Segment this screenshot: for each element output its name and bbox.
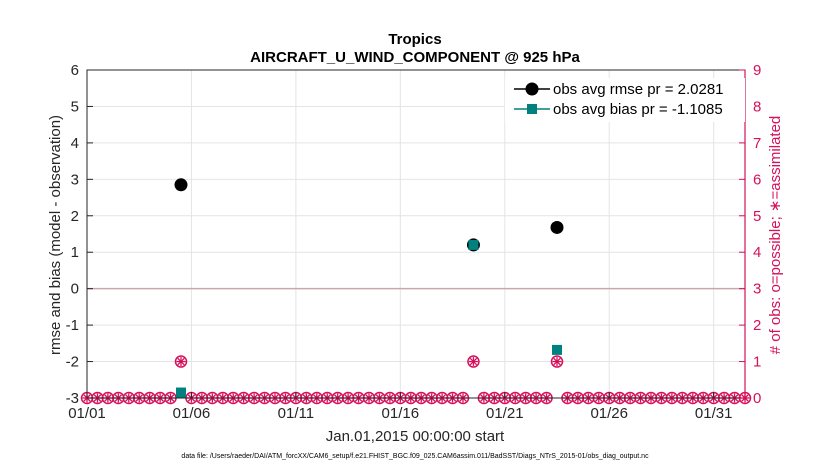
y2-tick-label-9: 9	[753, 62, 761, 79]
y2-tick-label-6: 6	[753, 171, 761, 188]
obs-possible-marker-9	[174, 355, 188, 368]
plot-axes	[86, 69, 746, 399]
rmse-point-2	[550, 220, 564, 234]
x-tick-label-5: 01/26	[590, 405, 628, 422]
legend: obs avg rmse pr = 2.0281 obs avg bias pr…	[505, 78, 745, 122]
y2-tick-label-7: 7	[753, 135, 761, 152]
obs-assimilated-stroke-37-3	[469, 357, 478, 366]
bias-point-1	[468, 239, 479, 250]
x-tick-label-1: 01/06	[173, 405, 211, 422]
legend-label-bias: obs avg bias pr = -1.1085	[553, 101, 723, 118]
x-tick-label-0: 01/01	[68, 405, 106, 422]
y2-tick-label-5: 5	[753, 208, 761, 225]
y-tick-label-8: 5	[71, 98, 79, 115]
y2-tick-label-1: 1	[753, 354, 761, 371]
x-tick-label-4: 01/21	[486, 405, 524, 422]
obs-assimilated-stroke-45-3	[553, 357, 561, 366]
y-tick-label-1: -2	[66, 354, 79, 371]
bias-point-2	[552, 344, 562, 355]
y-axis-label: rmse and bias (model - observation)	[47, 115, 64, 355]
y-tick-label-5: 2	[71, 208, 79, 225]
y-tick-label-2: -1	[66, 317, 79, 334]
obs-assimilated-marker-45	[552, 357, 562, 367]
x-tick-label-6: 01/31	[695, 405, 733, 422]
legend-box	[505, 78, 745, 122]
y2-tick-label-0: 0	[753, 390, 761, 407]
rmse-point-0	[174, 178, 188, 192]
obs-assimilated-marker-9	[176, 357, 186, 367]
y2-tick-label-4: 4	[753, 244, 761, 261]
chart-title: Tropics	[388, 31, 441, 48]
footer-file-path: data file: /Users/raeder/DAI/ATM_forcXX/…	[181, 453, 649, 460]
x-tick-label-2: 01/11	[278, 405, 314, 422]
legend-marker-rmse	[525, 82, 539, 96]
chart-subtitle: AIRCRAFT_U_WIND_COMPONENT @ 925 hPa	[250, 49, 580, 66]
bias-point-0	[176, 387, 186, 398]
series-markers	[174, 178, 564, 398]
obs-assimilated-stroke-9-3	[177, 357, 185, 366]
y2-tick-label-2: 2	[753, 317, 761, 334]
y2-tick-label-8: 8	[753, 98, 761, 115]
y-tick-label-7: 4	[71, 135, 79, 152]
obs-possible-marker-37	[467, 355, 480, 368]
y-tick-label-6: 3	[71, 171, 79, 188]
y2-tick-label-3: 3	[753, 281, 761, 298]
y-tick-label-3: 0	[71, 281, 79, 298]
y2-axis-label: # of obs: o=possible; ∗=assimilated	[767, 116, 784, 355]
legend-marker-bias	[527, 104, 537, 114]
tick-labels: 01/01 01/06 01/11 01/16 01/21 01/26 01/31 -3 -2 -…	[66, 62, 762, 422]
obs-possible-marker-45	[550, 355, 564, 368]
x-axis-label: Jan.01,2015 00:00:00 start	[326, 428, 505, 445]
y-tick-label-0: -3	[66, 390, 79, 407]
y-tick-label-4: 1	[71, 244, 79, 261]
y-tick-label-9: 6	[71, 62, 79, 79]
x-tick-label-3: 01/16	[382, 405, 420, 422]
legend-label-rmse: obs avg rmse pr = 2.0281	[553, 81, 724, 98]
obs-assimilated-marker-37	[468, 357, 478, 367]
